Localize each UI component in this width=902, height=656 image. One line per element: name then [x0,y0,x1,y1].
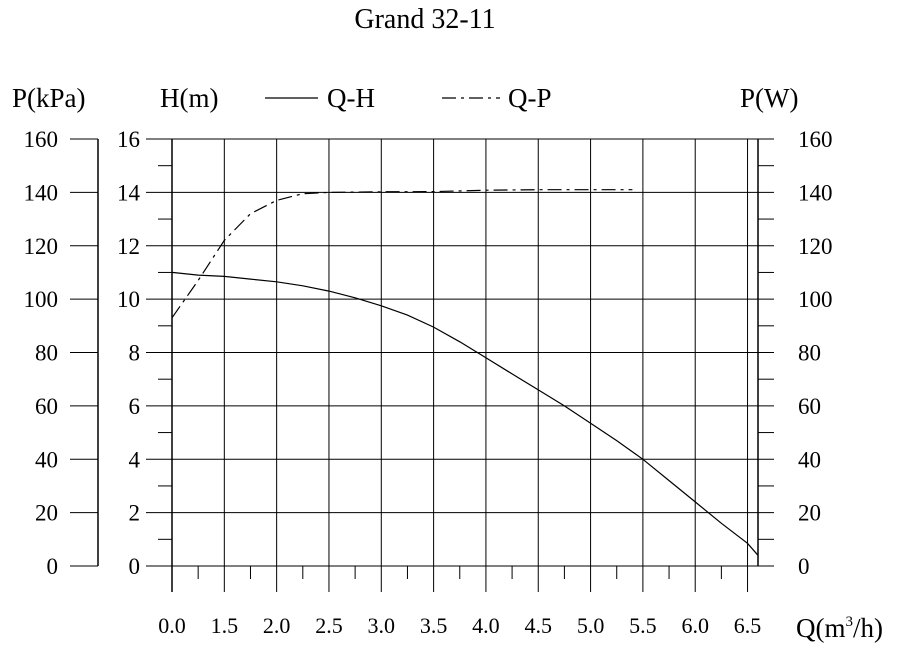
x-tick-label: 3.0 [368,613,396,638]
series-qh-line [171,271,759,556]
x-axis-label-sup: 3 [846,614,854,630]
axes [70,138,774,592]
x-tick-label: 4.5 [525,613,553,638]
h-tick-label: 10 [117,287,140,312]
kpa-tick-label: 0 [47,554,59,579]
h-tick-label: 8 [129,341,141,366]
x-tick-label: 1.5 [211,613,239,638]
h-tick-label: 12 [117,234,140,259]
kpa-tick-label: 80 [35,341,58,366]
kpa-tick-label: 60 [35,394,58,419]
tick-labels: 0.0 1.5 2.0 2.5 3.0 3.5 4.0 4.5 5.0 5.5 6.0 6.5 16 16… [24,127,833,638]
h-tick-label: 4 [129,447,141,472]
x-tick-label: 6.5 [734,613,762,638]
x-axis-label-main: Q(m [796,613,846,643]
h-tick-label: 2 [129,501,141,526]
x-tick-label: 5.0 [577,613,605,638]
kpa-tick-label: 120 [24,234,59,259]
right-axis-label: P(W) [740,83,798,113]
x-tick-label: 0.0 [158,613,186,638]
x-tick-label: 2.0 [263,613,291,638]
h-tick-label: 14 [117,180,141,205]
legend-qh-label: Q-H [327,83,375,113]
x-axis-label: Q(m3/h) [796,613,883,643]
h-tick-label: 0 [129,554,141,579]
left-outer-axis-label: P(kPa) [12,83,86,113]
grid [171,138,758,567]
x-tick-label: 5.5 [629,613,657,638]
x-tick-label: 2.5 [315,613,343,638]
kpa-tick-label: 20 [35,501,58,526]
w-tick-label: 20 [798,501,821,526]
h-tick-label: 16 [117,127,140,152]
w-tick-label: 100 [798,287,833,312]
w-tick-label: 120 [798,234,833,259]
legend: Q-H Q-P [265,83,552,113]
w-tick-label: 60 [798,394,821,419]
w-tick-label: 80 [798,341,821,366]
w-tick-label: 160 [798,127,833,152]
w-tick-label: 40 [798,447,821,472]
chart-title: Grand 32-11 [354,4,495,35]
w-tick-label: 0 [798,554,810,579]
series-qp-line [171,189,633,319]
x-tick-label: 3.5 [420,613,448,638]
kpa-tick-label: 160 [24,127,59,152]
kpa-tick-label: 140 [24,180,59,205]
kpa-tick-label: 40 [35,447,58,472]
x-axis-label-end: /h) [853,613,883,643]
legend-qp-label: Q-P [508,83,552,113]
series [171,189,759,556]
h-tick-label: 6 [129,394,141,419]
w-tick-label: 140 [798,180,833,205]
x-tick-label: 4.0 [472,613,500,638]
kpa-tick-label: 100 [24,287,59,312]
x-tick-label: 6.0 [681,613,709,638]
left-inner-axis-label: H(m) [160,83,218,113]
